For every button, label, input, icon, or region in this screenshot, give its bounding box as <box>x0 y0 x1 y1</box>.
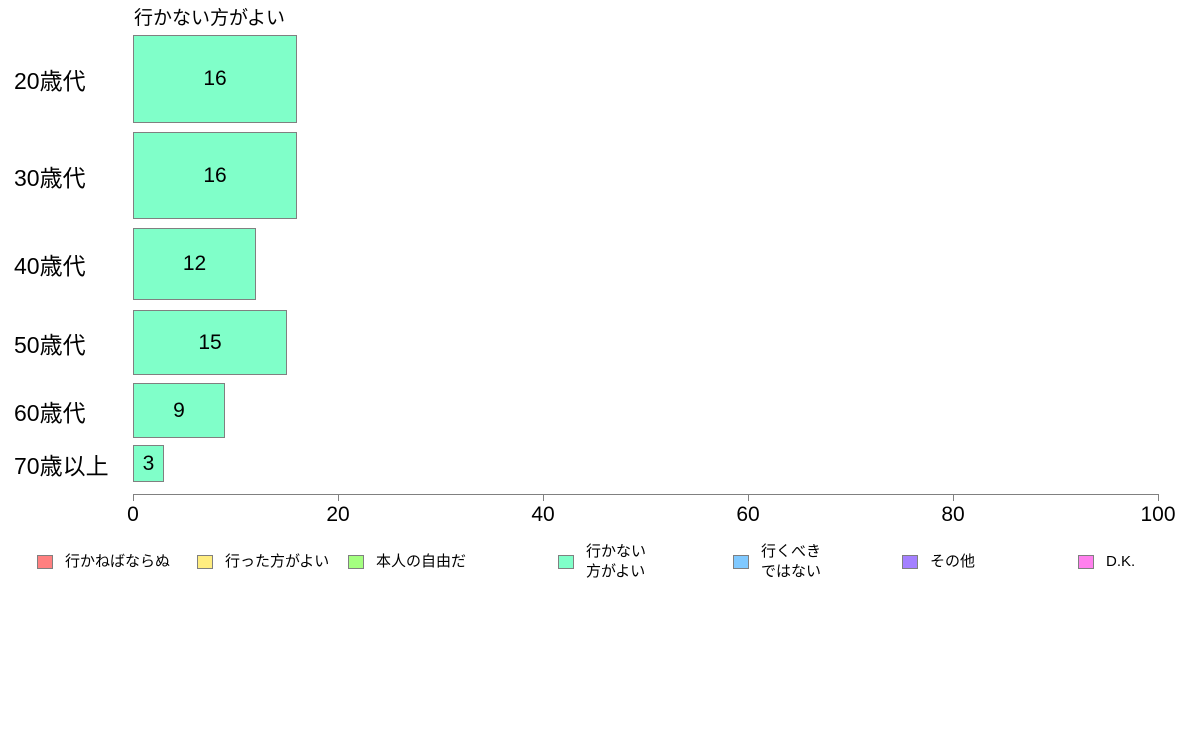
bar: 9 <box>133 383 225 438</box>
bar: 16 <box>133 35 297 123</box>
x-axis-line <box>133 494 1159 495</box>
x-axis-tick-label: 20 <box>326 503 350 526</box>
bar: 16 <box>133 132 297 219</box>
legend-item: その他 <box>902 539 975 585</box>
x-axis-tick <box>338 494 339 501</box>
x-axis-tick <box>748 494 749 501</box>
bar-value-label: 16 <box>203 67 227 90</box>
legend-marker <box>558 555 574 569</box>
legend-item: 本人の自由だ <box>348 539 466 585</box>
x-axis-tick <box>543 494 544 501</box>
x-axis-tick <box>1158 494 1159 501</box>
bar: 3 <box>133 445 164 482</box>
bar-value-label: 3 <box>142 451 155 475</box>
legend-label: 行くべき ではない <box>761 543 822 580</box>
category-label: 20歳代 <box>14 68 86 94</box>
bar-value-label: 12 <box>182 252 207 275</box>
legend-marker <box>197 555 213 569</box>
chart-title: 行かない方がよい <box>134 8 286 29</box>
x-axis-tick-label: 80 <box>941 503 965 526</box>
legend-label: 本人の自由だ <box>376 553 467 571</box>
category-label: 60歳代 <box>14 399 86 426</box>
bar-value-label: 15 <box>198 330 222 354</box>
legend-marker <box>37 555 53 569</box>
legend-marker <box>902 555 918 569</box>
legend-item: 行った方がよい <box>197 539 329 585</box>
legend-item: 行かねばならぬ <box>37 539 170 585</box>
bar: 15 <box>133 310 287 375</box>
legend-marker <box>1078 555 1094 569</box>
legend-label: 行かねばならぬ <box>65 553 171 571</box>
x-axis-tick <box>953 494 954 501</box>
legend-label: D.K. <box>1106 553 1136 571</box>
x-axis-tick-label: 100 <box>1140 503 1176 526</box>
category-label: 50歳代 <box>14 331 86 358</box>
x-axis-tick-label: 40 <box>531 503 555 526</box>
x-axis-tick <box>133 494 134 501</box>
bar-value-label: 9 <box>173 398 185 422</box>
x-axis-tick-label: 60 <box>736 503 760 526</box>
legend-marker <box>348 555 364 569</box>
bar: 12 <box>133 228 256 300</box>
category-label: 70歳以上 <box>14 452 109 479</box>
bar-value-label: 16 <box>203 163 227 187</box>
category-label: 40歳代 <box>14 253 86 279</box>
legend-item: 行かない 方がよい <box>558 539 646 585</box>
category-label: 30歳代 <box>14 164 86 191</box>
legend-marker <box>733 555 749 569</box>
legend-label: その他 <box>930 553 976 571</box>
legend-label: 行かない 方がよい <box>586 543 647 580</box>
legend-item: D.K. <box>1078 539 1135 585</box>
x-axis-tick-label: 0 <box>127 503 139 526</box>
legend-label: 行った方がよい <box>225 553 330 571</box>
legend-item: 行くべき ではない <box>733 539 821 585</box>
